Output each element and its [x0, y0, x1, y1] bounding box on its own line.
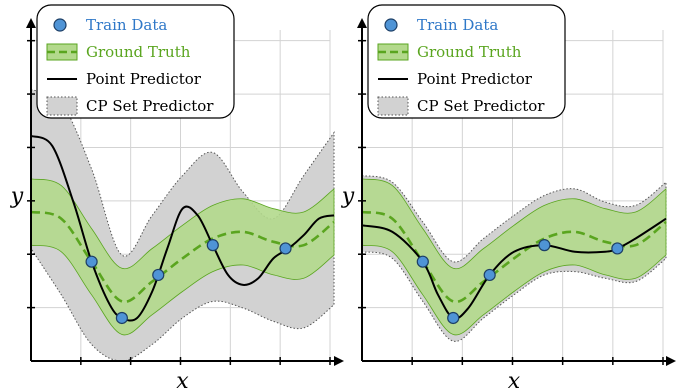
train-data-point: [483, 268, 496, 282]
legend-train-marker: [53, 18, 67, 32]
ground-truth-line: [30, 210, 335, 304]
legend-train-marker: [384, 18, 398, 32]
legend-box: [367, 4, 566, 119]
y-axis-label: y: [341, 184, 355, 209]
train-data-point: [538, 239, 551, 252]
y-axis-arrow: [357, 18, 367, 28]
train-data-point: [279, 242, 292, 255]
legend-cp-swatch: [377, 96, 409, 116]
panel-right: x y Train Data Ground Truth Point Predictor C…: [341, 4, 676, 390]
train-data-point: [85, 255, 98, 268]
legend-cp-label: CP Set Predictor: [86, 97, 214, 115]
x-axis-label: x: [176, 369, 189, 390]
legend-truth-label: Ground Truth: [417, 43, 522, 61]
legend-cp-swatch: [46, 96, 78, 116]
train-data-point: [115, 311, 129, 325]
legend-point-label: Point Predictor: [417, 70, 533, 88]
ground-truth-line: [361, 210, 667, 304]
train-data-point: [206, 239, 219, 252]
y-axis-label: y: [10, 184, 24, 209]
panel-left: x y Train Data Ground Truth Point Predictor C…: [10, 4, 344, 390]
legend-cp-label: CP Set Predictor: [417, 97, 545, 115]
legend: Train Data Ground Truth Point Predictor CP …: [36, 4, 235, 119]
legend-train-label: Train Data: [86, 16, 167, 34]
legend: Train Data Ground Truth Point Predictor CP …: [367, 4, 566, 119]
train-data-point: [152, 268, 165, 282]
x-axis-arrow: [334, 356, 344, 366]
legend-train-label: Train Data: [417, 16, 498, 34]
train-data-point: [447, 311, 460, 325]
x-axis-arrow: [666, 356, 676, 366]
x-axis-label: x: [508, 369, 521, 390]
train-data-point: [611, 242, 624, 255]
legend-point-label: Point Predictor: [86, 70, 202, 88]
legend-box: [36, 4, 235, 119]
y-axis-arrow: [26, 18, 36, 28]
train-data-point: [416, 255, 429, 268]
legend-truth-label: Ground Truth: [86, 43, 191, 61]
